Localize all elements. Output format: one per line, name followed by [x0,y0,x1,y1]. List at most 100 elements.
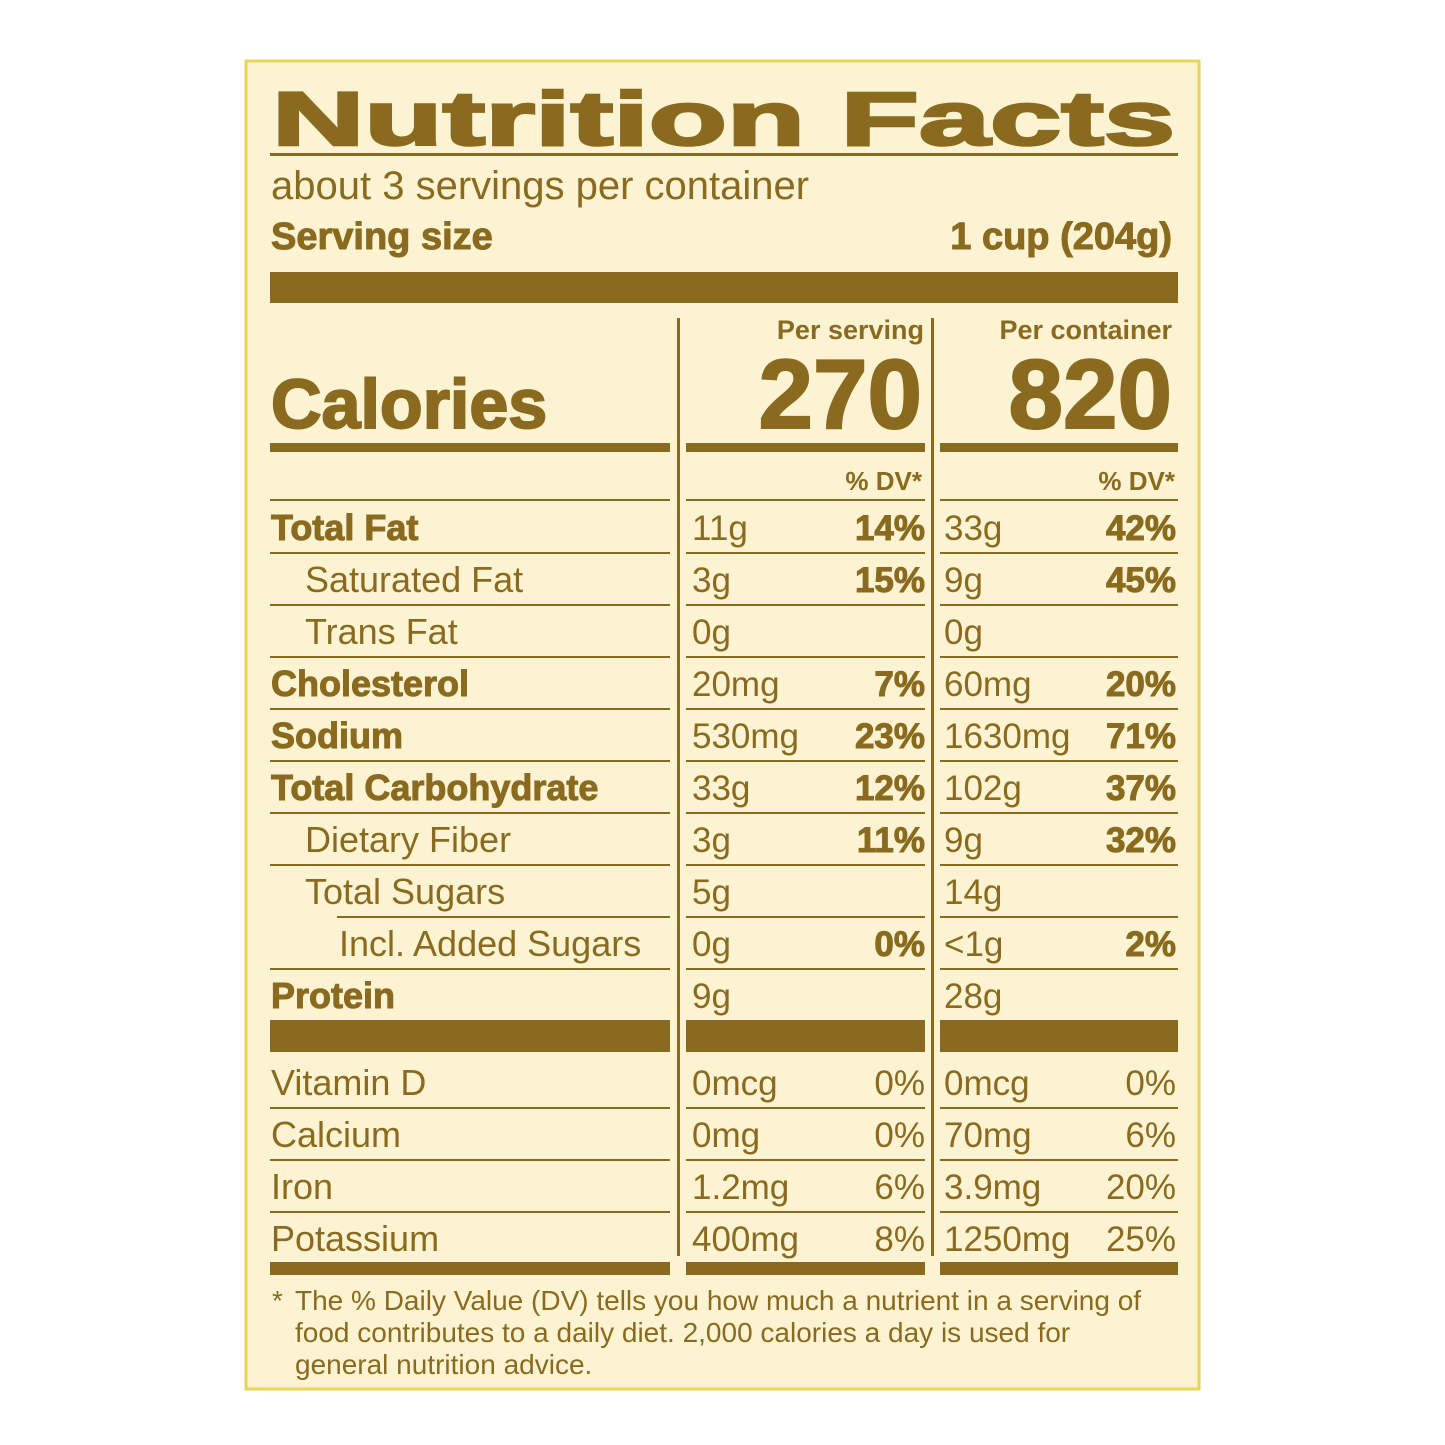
daily-value: 7% [874,665,925,704]
row-rule [686,552,925,554]
amount: 11g [692,509,748,548]
row-rule [940,1107,1178,1109]
daily-value: 12% [855,769,925,808]
thick-bar [686,1262,925,1275]
row-rule [940,1211,1178,1213]
amount: <1g [944,925,1003,964]
amount: 1.2mg [692,1168,789,1207]
row-rule [686,1107,925,1109]
nutrient-name: Saturated Fat [305,559,523,600]
row-rule [270,656,670,658]
amount: 9g [692,977,731,1016]
amount: 5g [692,873,731,912]
row-rule [686,812,925,814]
thick-bar [270,1020,670,1052]
calories-value: 270 [758,339,922,449]
daily-value: 25% [1106,1220,1176,1259]
nutrient-name: Vitamin D [271,1062,426,1103]
row-rule [270,760,670,762]
column-header: Per serving [777,315,924,345]
row-rule [270,552,670,554]
row-rule [270,1211,670,1213]
amount: 400mg [692,1220,799,1259]
row-rule [940,604,1178,606]
nutrient-name: Cholesterol [271,663,469,704]
amount: 33g [944,509,1002,548]
nutrient-name: Total Sugars [305,871,505,912]
daily-value: 11% [857,821,925,860]
row-rule [940,812,1178,814]
daily-value: 20% [1106,665,1176,704]
daily-value: 0% [874,925,925,964]
thick-bar [686,1020,925,1052]
row-rule [940,864,1178,866]
row-rule [270,604,670,606]
row-rule [686,968,925,970]
row-rule [940,499,1178,501]
amount: 3.9mg [944,1168,1041,1207]
row-rule [270,1107,670,1109]
column-header: Per container [999,315,1172,345]
amount: 0mcg [944,1064,1030,1103]
row-rule [940,708,1178,710]
nutrient-name: Iron [271,1166,333,1207]
calories-rules [270,443,1178,452]
row-rule [270,1159,670,1161]
row-rule [686,604,925,606]
daily-value: 0% [1125,1064,1176,1103]
amount: 20mg [692,665,780,704]
row-rule [940,552,1178,554]
amount: 33g [692,769,750,808]
footnote-line: general nutrition advice. [295,1349,592,1380]
daily-value: 8% [874,1220,925,1259]
thick-bar [940,1020,1178,1052]
nutrient-name: Sodium [271,715,403,756]
daily-value: 37% [1106,769,1176,808]
row-rule [686,916,925,918]
footnote-line: food contributes to a daily diet. 2,000 … [295,1317,1070,1348]
daily-value: 0% [874,1064,925,1103]
amount: 9g [944,821,983,860]
column-divider [677,318,680,1256]
daily-value: 14% [855,509,925,548]
row-rule [940,760,1178,762]
dv-header: % DV* [1098,466,1175,496]
row-rule [940,968,1178,970]
amount: 0mcg [692,1064,778,1103]
calories-label: Calories [271,365,547,443]
footnote-mark: * [272,1285,283,1316]
amount: 28g [944,977,1002,1016]
calories-value: 820 [1008,339,1172,449]
row-rule [270,812,670,814]
amount: 70mg [944,1116,1032,1155]
amount: 102g [944,769,1022,808]
row-rule [270,864,670,866]
row-rule [270,499,670,501]
nutrient-name: Trans Fat [305,611,458,652]
amount: 0g [944,613,983,652]
servings: about 3 servings per container [271,164,809,208]
nutrient-name: Incl. Added Sugars [339,923,641,964]
daily-value: 32% [1106,821,1176,860]
thick-bar [270,272,1178,303]
row-rule [686,760,925,762]
daily-value: 42% [1106,509,1176,548]
daily-value: 71% [1106,717,1176,756]
daily-value: 15% [855,561,925,600]
nutrient-name: Potassium [271,1218,439,1259]
amount: 3g [692,821,731,860]
row-rule [270,708,670,710]
daily-value: 23% [855,717,925,756]
daily-value: 0% [874,1116,925,1155]
row-rule [686,1159,925,1161]
daily-value: 45% [1106,561,1176,600]
nutrient-name: Total Fat [271,507,418,548]
nutrient-name: Calcium [271,1114,401,1155]
amount: 0g [692,613,731,652]
row-rule [686,656,925,658]
amount: 14g [944,873,1002,912]
row-rule [686,499,925,501]
rule [270,153,1178,156]
amount: 0mg [692,1116,760,1155]
